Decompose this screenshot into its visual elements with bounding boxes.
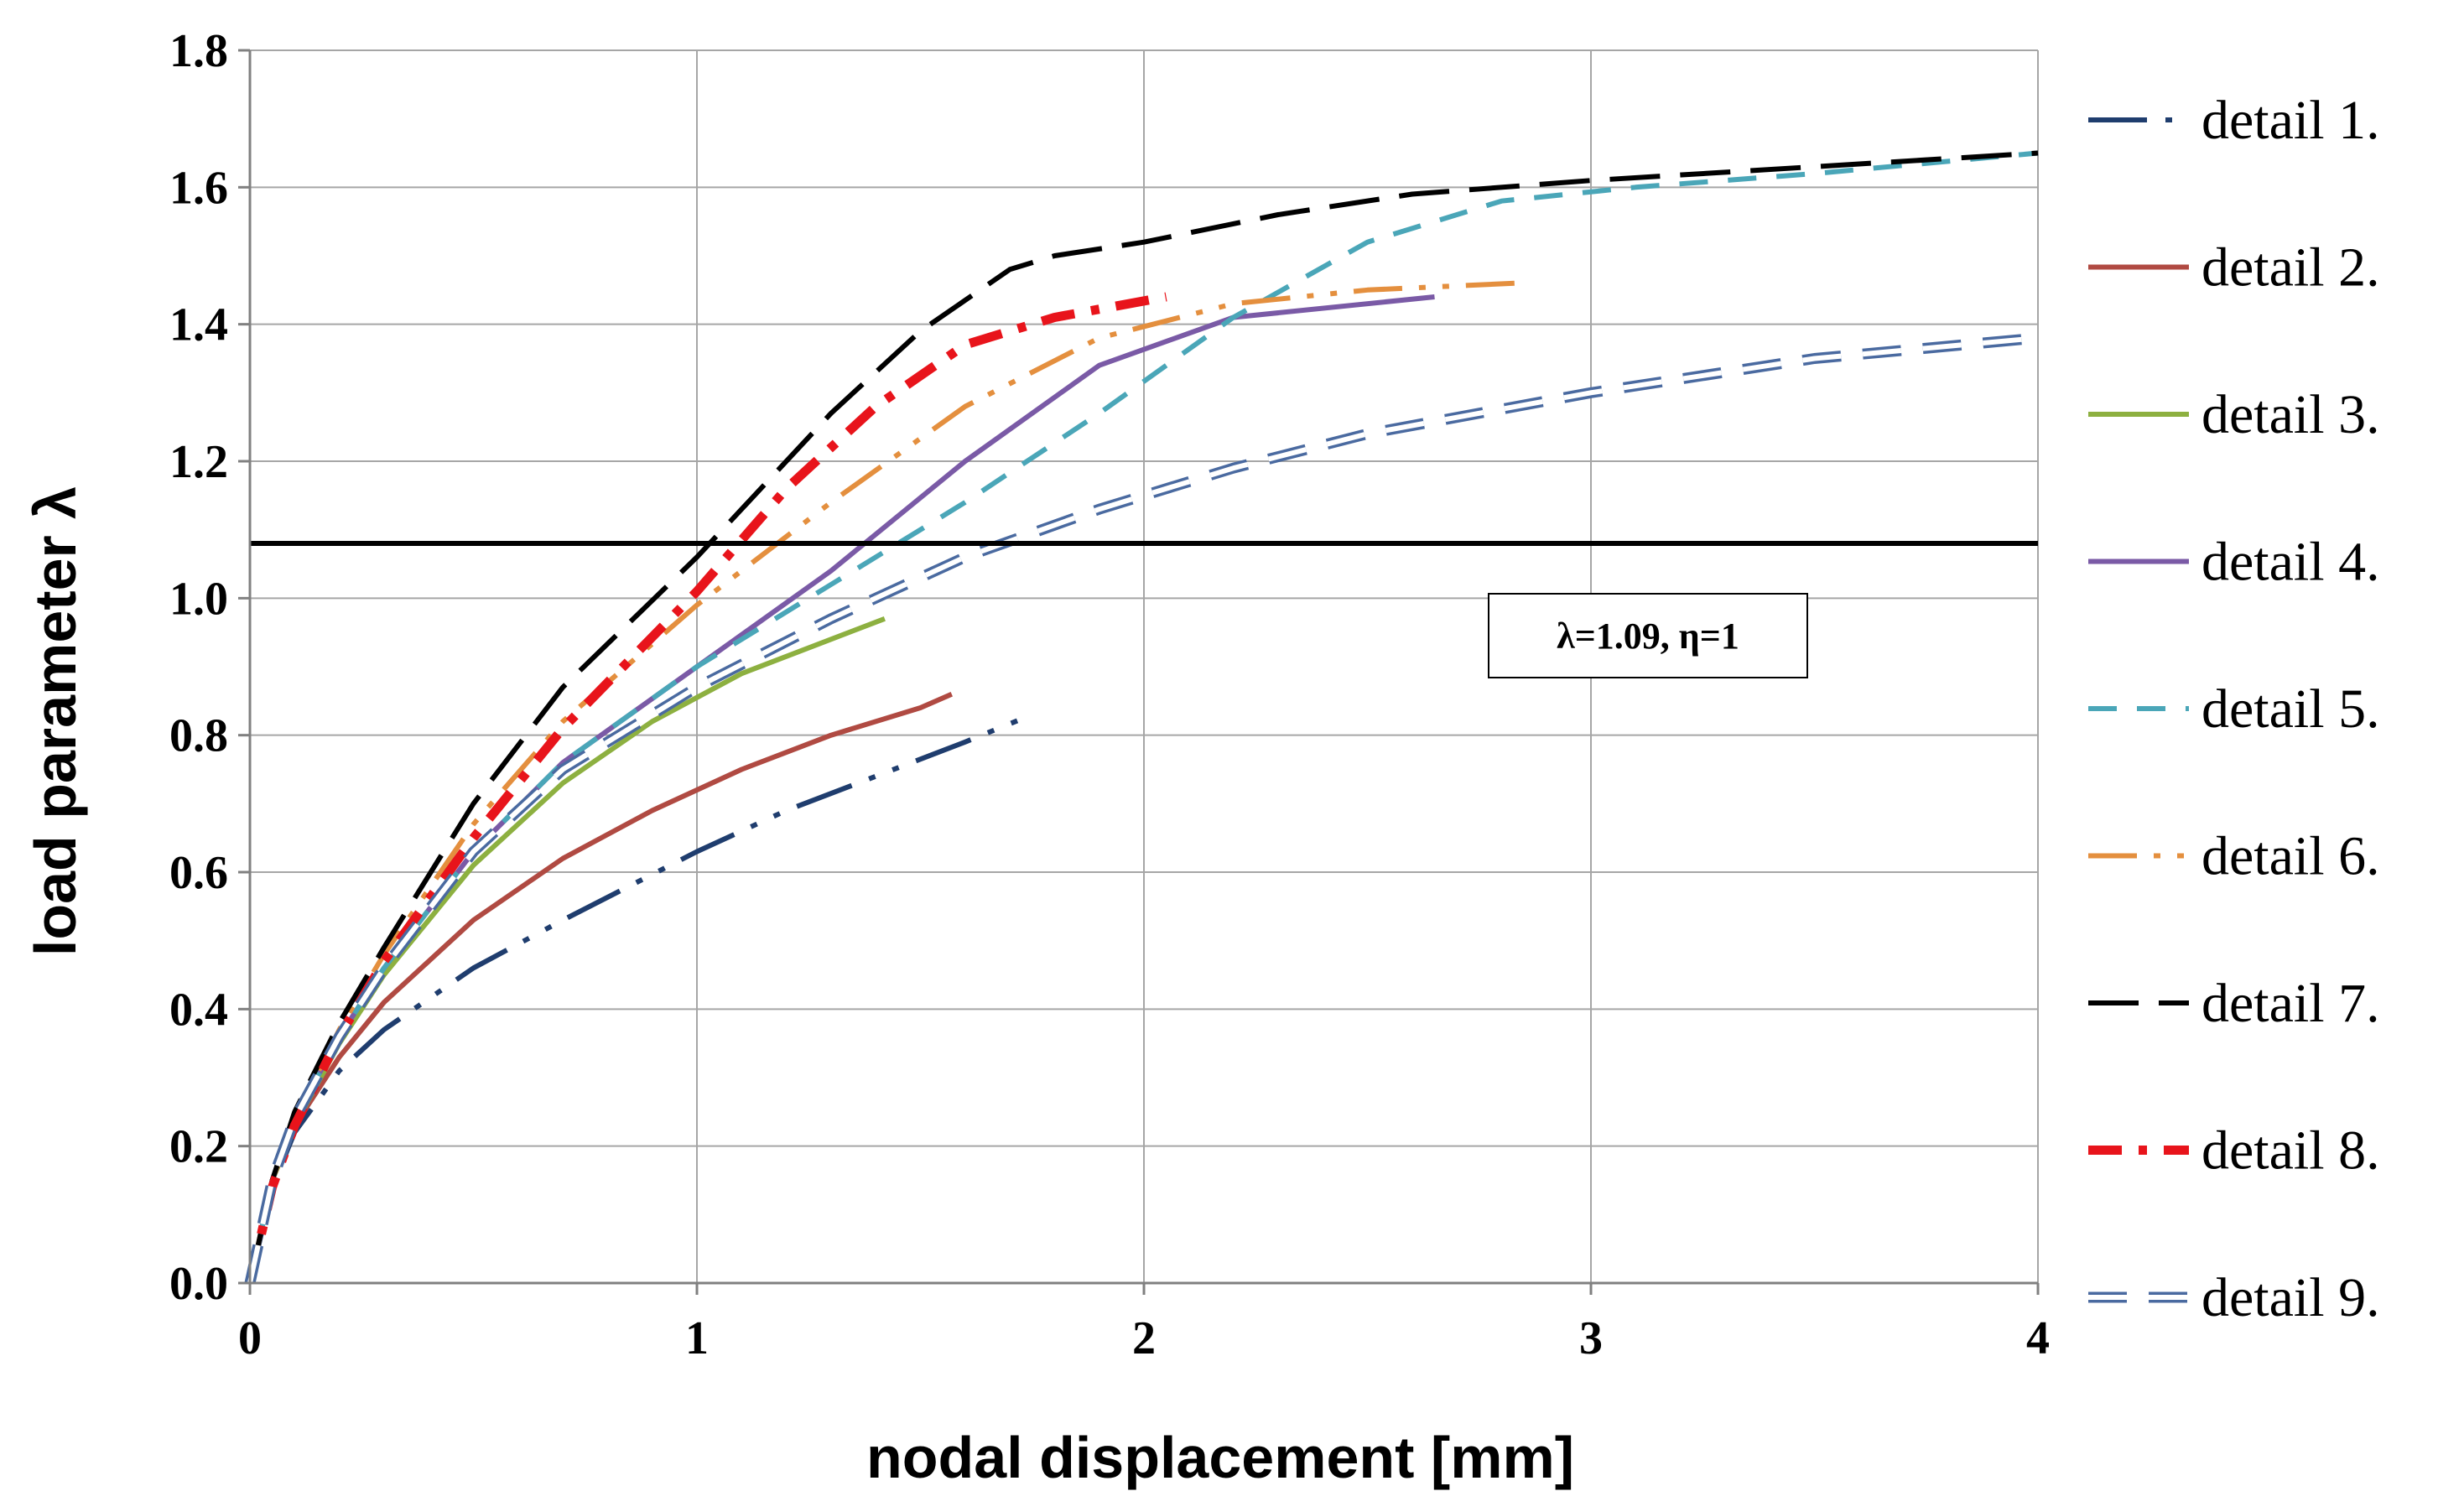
legend: detail 1. detail 2. detail 3. detail 4. deta… <box>2088 90 2380 1328</box>
legend-label-detail-2: detail 2. <box>2201 237 2380 299</box>
legend-label-detail-5: detail 5. <box>2201 678 2380 740</box>
series-line-detail-6 <box>247 280 1515 1284</box>
y-tick-label-5: 1.0 <box>169 573 228 625</box>
x-tick-label-3: 3 <box>1579 1312 1603 1364</box>
reference-label-text: λ=1.09, η=1 <box>1557 616 1739 657</box>
legend-label-detail-1: detail 1. <box>2201 90 2380 151</box>
legend-label-detail-6: detail 6. <box>2201 826 2380 887</box>
y-tick-label-4: 0.8 <box>169 710 228 762</box>
reference-line-group: λ=1.09, η=1 <box>250 541 2038 678</box>
tick-labels: 0.0 0.2 0.4 0.6 0.8 1.0 1.2 1.4 1.6 1.8 0 1 2 3 4 <box>169 25 2050 1364</box>
legend-label-detail-8: detail 8. <box>2201 1120 2380 1182</box>
x-axis-title: nodal displacement [mm] <box>866 1425 1574 1490</box>
series-line-detail-7 <box>247 150 2039 1284</box>
legend-label-detail-7: detail 7. <box>2201 973 2380 1034</box>
axes <box>238 49 2040 1295</box>
legend-label-detail-3: detail 3. <box>2201 384 2380 445</box>
series-line-detail-5 <box>247 150 2039 1284</box>
x-tick-label-2: 2 <box>1132 1312 1156 1364</box>
legend-label-detail-4: detail 4. <box>2201 532 2380 593</box>
series-line-detail-9-hollow <box>247 335 2039 1284</box>
series-line-detail-8 <box>245 292 1167 1285</box>
x-tick-label-0: 0 <box>238 1312 262 1364</box>
y-axis-title: load parameter λ <box>23 486 88 956</box>
y-tick-label-9: 1.8 <box>169 25 228 77</box>
y-tick-label-3: 0.6 <box>169 847 228 899</box>
y-tick-label-6: 1.2 <box>169 436 228 488</box>
legend-label-detail-9: detail 9. <box>2201 1267 2380 1328</box>
y-tick-label-2: 0.4 <box>169 984 228 1036</box>
y-tick-label-8: 1.6 <box>169 162 228 214</box>
plot-series <box>244 150 2039 1285</box>
x-tick-label-1: 1 <box>685 1312 709 1364</box>
y-tick-label-0: 0.0 <box>169 1258 228 1310</box>
y-tick-label-1: 0.2 <box>169 1121 228 1173</box>
reference-label-box <box>1488 593 1808 678</box>
x-tick-label-4: 4 <box>2026 1312 2050 1364</box>
y-tick-label-7: 1.4 <box>169 299 228 351</box>
